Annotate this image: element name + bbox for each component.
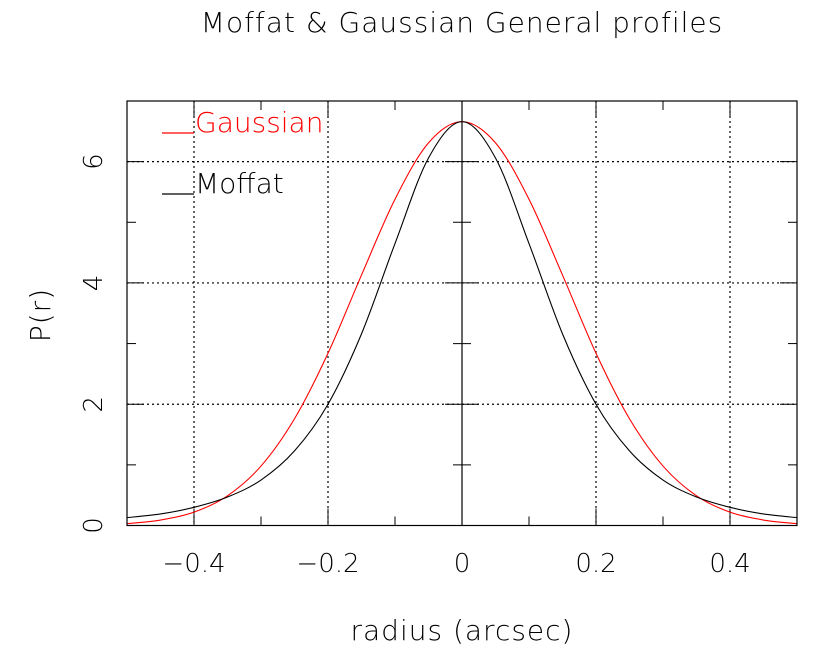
legend-label: Gaussian [195, 106, 323, 139]
legend-label: Moffat [195, 167, 284, 200]
y-tick-label: 2 [79, 396, 109, 413]
chart-title: Moffat & Gaussian General profiles [201, 6, 723, 39]
x-tick-label: 0.2 [575, 549, 616, 579]
x-tick-label: 0 [454, 549, 471, 579]
series-line-moffat [126, 121, 798, 519]
y-tick-label: 6 [79, 153, 109, 170]
x-tick-label: −0.2 [296, 549, 359, 579]
x-tick-label: 0.4 [709, 549, 750, 579]
y-tick-label: 0 [79, 517, 109, 534]
tick-labels: −0.4 −0.2 0 0.2 0.4 0 2 4 6 [79, 153, 751, 579]
y-axis-label: P(r) [24, 288, 57, 342]
x-tick-label: −0.4 [162, 549, 225, 579]
grid [127, 101, 797, 526]
series-group [126, 121, 798, 525]
legend: Gaussian Moffat [162, 106, 323, 200]
y-tick-label: 4 [79, 275, 109, 292]
plot-frame [126, 100, 798, 527]
x-axis-label: radius (arcsec) [351, 614, 574, 647]
